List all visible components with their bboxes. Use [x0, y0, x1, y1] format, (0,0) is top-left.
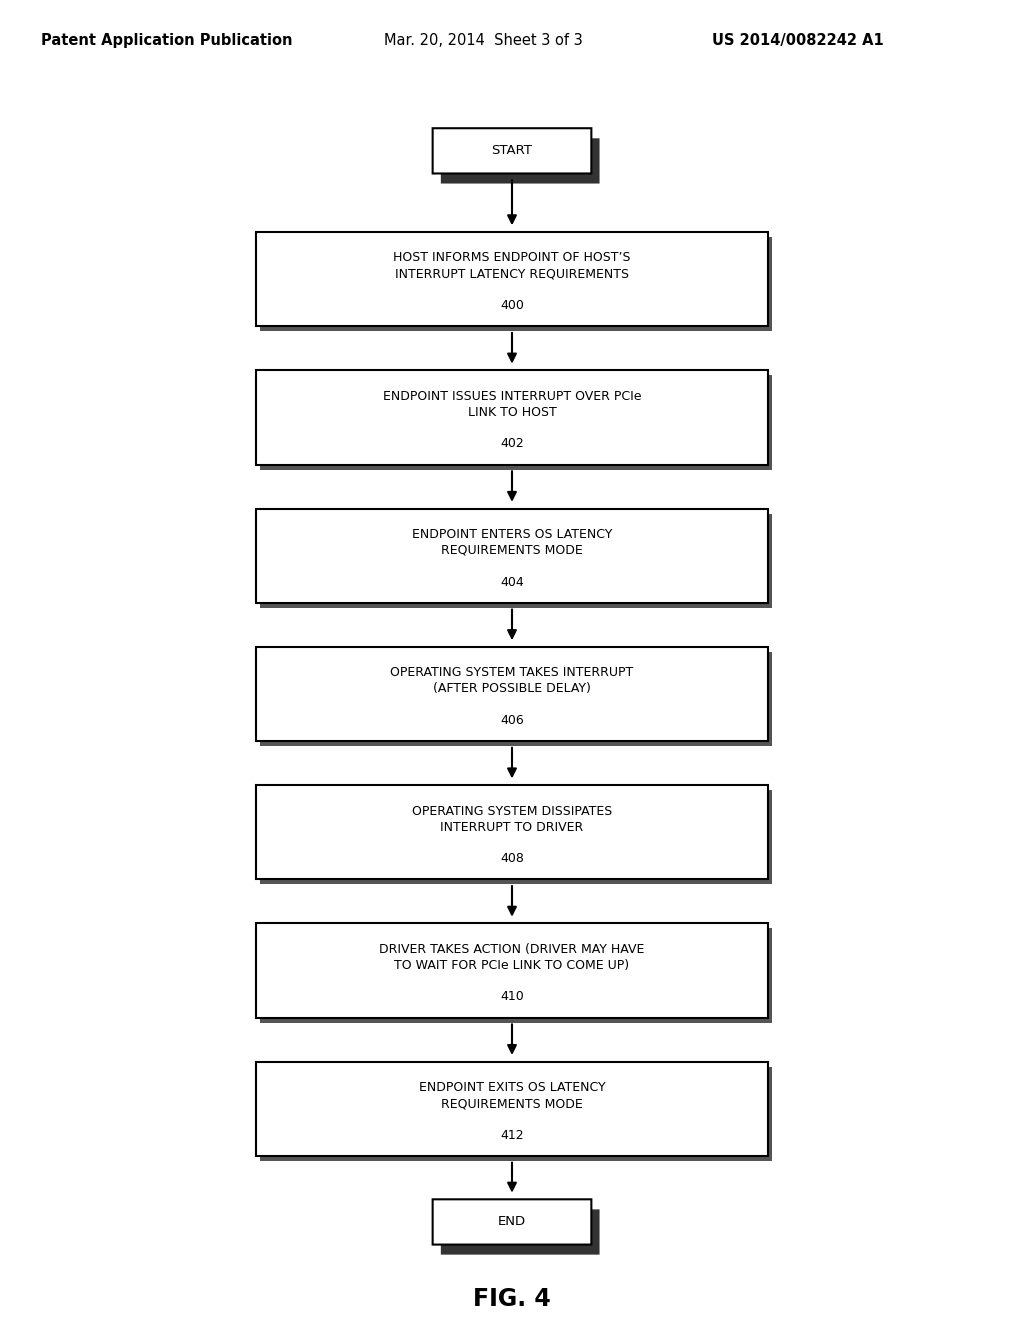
Text: 400: 400 — [500, 300, 524, 312]
Bar — [256, 232, 768, 326]
Text: US 2014/0082242 A1: US 2014/0082242 A1 — [712, 33, 884, 48]
Text: 410: 410 — [500, 990, 524, 1003]
FancyBboxPatch shape — [432, 1200, 592, 1245]
Text: Mar. 20, 2014  Sheet 3 of 3: Mar. 20, 2014 Sheet 3 of 3 — [384, 33, 583, 48]
Text: ENDPOINT EXITS OS LATENCY
REQUIREMENTS MODE: ENDPOINT EXITS OS LATENCY REQUIREMENTS M… — [419, 1081, 605, 1110]
Bar — [260, 1067, 772, 1162]
Bar — [260, 375, 772, 470]
Bar — [256, 370, 768, 465]
Text: OPERATING SYSTEM DISSIPATES
INTERRUPT TO DRIVER: OPERATING SYSTEM DISSIPATES INTERRUPT TO… — [412, 804, 612, 833]
Text: HOST INFORMS ENDPOINT OF HOST’S
INTERRUPT LATENCY REQUIREMENTS: HOST INFORMS ENDPOINT OF HOST’S INTERRUP… — [393, 251, 631, 280]
Text: 412: 412 — [500, 1129, 524, 1142]
Text: END: END — [498, 1216, 526, 1229]
Bar — [260, 928, 772, 1023]
FancyBboxPatch shape — [440, 139, 600, 183]
Text: 402: 402 — [500, 437, 524, 450]
Bar — [256, 647, 768, 741]
Text: ENDPOINT ENTERS OS LATENCY
REQUIREMENTS MODE: ENDPOINT ENTERS OS LATENCY REQUIREMENTS … — [412, 528, 612, 557]
Bar — [256, 508, 768, 603]
Text: OPERATING SYSTEM TAKES INTERRUPT
(AFTER POSSIBLE DELAY): OPERATING SYSTEM TAKES INTERRUPT (AFTER … — [390, 667, 634, 696]
Bar — [260, 652, 772, 746]
FancyBboxPatch shape — [432, 128, 592, 173]
Bar — [260, 513, 772, 607]
Bar — [256, 924, 768, 1018]
FancyBboxPatch shape — [440, 1209, 600, 1254]
Bar — [260, 238, 772, 331]
Text: Patent Application Publication: Patent Application Publication — [41, 33, 293, 48]
Bar — [256, 785, 768, 879]
Text: START: START — [492, 144, 532, 157]
Bar — [256, 1061, 768, 1156]
Text: FIG. 4: FIG. 4 — [473, 1287, 551, 1311]
Text: 404: 404 — [500, 576, 524, 589]
Text: ENDPOINT ISSUES INTERRUPT OVER PCIe
LINK TO HOST: ENDPOINT ISSUES INTERRUPT OVER PCIe LINK… — [383, 389, 641, 418]
Text: DRIVER TAKES ACTION (DRIVER MAY HAVE
TO WAIT FOR PCIe LINK TO COME UP): DRIVER TAKES ACTION (DRIVER MAY HAVE TO … — [379, 942, 645, 972]
Text: 408: 408 — [500, 853, 524, 865]
Text: 406: 406 — [500, 714, 524, 727]
Bar — [260, 791, 772, 884]
